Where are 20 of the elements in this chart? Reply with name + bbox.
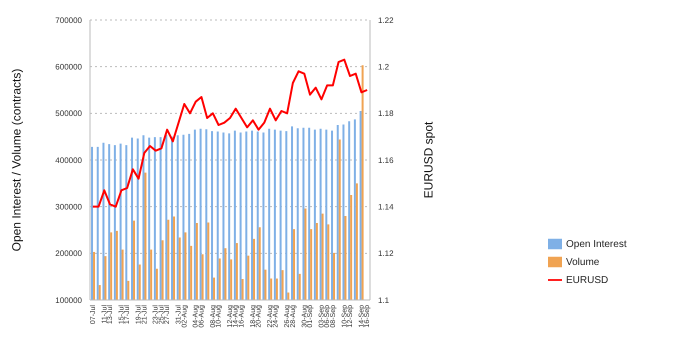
y2-axis-title: EURUSD spot (421, 120, 436, 198)
legend-label: Open Interest (566, 239, 627, 250)
y2-tick-label: 1.1 (378, 296, 390, 305)
y-tick-label: 100000 (55, 296, 83, 305)
y-tick-label: 300000 (55, 202, 83, 212)
y-tick-label: 600000 (55, 62, 83, 72)
y-tick-label: 500000 (55, 109, 83, 118)
y2-tick-label: 1.18 (378, 109, 394, 118)
legend-label: Volume (566, 257, 600, 268)
y-axis-title: Open Interest / Volume (contracts) (9, 68, 24, 252)
legend-label: EURUSD (566, 275, 608, 286)
y-tick-label: 200000 (55, 249, 83, 258)
y2-tick-label: 1.12 (378, 249, 394, 258)
y-tick-label: 700000 (55, 16, 83, 25)
y-tick-label: 400000 (55, 156, 83, 165)
y2-tick-label: 1.22 (378, 16, 394, 25)
y2-tick-label: 1.14 (378, 202, 394, 212)
y2-tick-label: 1.16 (378, 156, 394, 165)
line-series (92, 58, 368, 208)
y2-tick-label: 1.2 (378, 62, 390, 72)
